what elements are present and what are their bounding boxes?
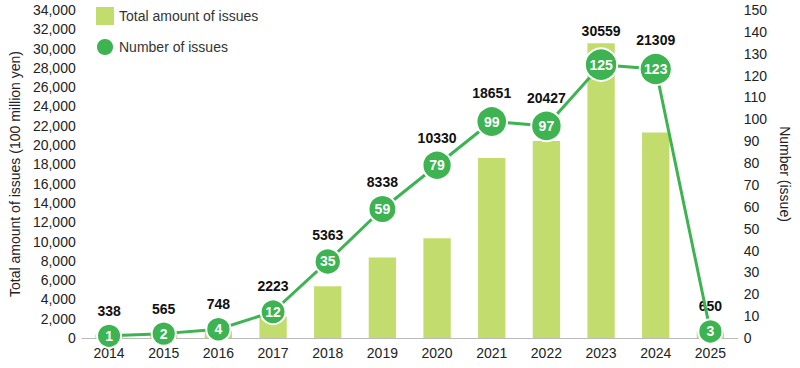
svg-text:2,000: 2,000 xyxy=(41,311,76,327)
svg-text:2017: 2017 xyxy=(257,345,288,361)
svg-text:16,000: 16,000 xyxy=(33,176,76,192)
svg-text:2018: 2018 xyxy=(312,345,343,361)
svg-text:20427: 20427 xyxy=(527,90,566,106)
svg-text:97: 97 xyxy=(539,118,555,134)
svg-text:32,000: 32,000 xyxy=(33,21,76,37)
svg-text:10: 10 xyxy=(744,308,760,324)
svg-text:Number of issues: Number of issues xyxy=(119,39,228,55)
svg-text:79: 79 xyxy=(429,157,445,173)
svg-text:8,000: 8,000 xyxy=(41,253,76,269)
svg-text:10,000: 10,000 xyxy=(33,234,76,250)
svg-text:10330: 10330 xyxy=(418,130,457,146)
svg-text:18,000: 18,000 xyxy=(33,156,76,172)
svg-text:123: 123 xyxy=(644,61,668,77)
svg-text:12,000: 12,000 xyxy=(33,214,76,230)
svg-text:26,000: 26,000 xyxy=(33,79,76,95)
svg-text:2021: 2021 xyxy=(476,345,507,361)
svg-text:125: 125 xyxy=(589,57,613,73)
svg-text:130: 130 xyxy=(744,46,768,62)
svg-text:4,000: 4,000 xyxy=(41,291,76,307)
svg-text:150: 150 xyxy=(744,2,768,18)
svg-text:99: 99 xyxy=(484,114,500,130)
svg-text:40: 40 xyxy=(744,243,760,259)
svg-text:2019: 2019 xyxy=(367,345,398,361)
svg-text:60: 60 xyxy=(744,199,760,215)
svg-text:21309: 21309 xyxy=(636,32,675,48)
svg-text:5363: 5363 xyxy=(312,227,343,243)
svg-text:20,000: 20,000 xyxy=(33,137,76,153)
svg-text:30559: 30559 xyxy=(582,23,621,39)
svg-text:30,000: 30,000 xyxy=(33,41,76,57)
svg-text:140: 140 xyxy=(744,24,768,40)
svg-text:35: 35 xyxy=(320,253,336,269)
svg-text:90: 90 xyxy=(744,133,760,149)
svg-text:2015: 2015 xyxy=(148,345,179,361)
svg-text:Total amount of issues (100 mi: Total amount of issues (100 million yen) xyxy=(7,51,23,297)
svg-text:59: 59 xyxy=(375,201,391,217)
svg-text:1: 1 xyxy=(105,328,113,344)
svg-text:20: 20 xyxy=(744,286,760,302)
svg-text:12: 12 xyxy=(265,304,281,320)
svg-text:748: 748 xyxy=(207,296,231,312)
svg-text:22,000: 22,000 xyxy=(33,118,76,134)
svg-text:Total amount of issues: Total amount of issues xyxy=(119,8,258,24)
svg-text:2016: 2016 xyxy=(203,345,234,361)
svg-text:24,000: 24,000 xyxy=(33,98,76,114)
svg-text:Number (issue): Number (issue) xyxy=(777,126,793,222)
svg-text:650: 650 xyxy=(699,298,723,314)
svg-text:110: 110 xyxy=(744,89,767,105)
svg-text:2025: 2025 xyxy=(695,345,726,361)
svg-text:0: 0 xyxy=(68,330,76,346)
svg-text:2024: 2024 xyxy=(640,345,671,361)
svg-text:80: 80 xyxy=(744,155,760,171)
svg-text:70: 70 xyxy=(744,177,760,193)
svg-text:2020: 2020 xyxy=(421,345,452,361)
svg-text:2: 2 xyxy=(160,326,168,342)
svg-text:120: 120 xyxy=(744,68,768,84)
svg-text:4: 4 xyxy=(214,321,222,337)
svg-text:0: 0 xyxy=(744,330,752,346)
svg-text:565: 565 xyxy=(152,301,176,317)
svg-text:14,000: 14,000 xyxy=(33,195,76,211)
svg-text:34,000: 34,000 xyxy=(33,2,76,18)
svg-text:338: 338 xyxy=(97,303,121,319)
svg-text:28,000: 28,000 xyxy=(33,60,76,76)
svg-text:2023: 2023 xyxy=(585,345,616,361)
svg-text:50: 50 xyxy=(744,221,760,237)
svg-text:18651: 18651 xyxy=(472,85,511,101)
svg-text:100: 100 xyxy=(744,111,768,127)
svg-text:30: 30 xyxy=(744,264,760,280)
svg-text:8338: 8338 xyxy=(367,174,398,190)
svg-text:3: 3 xyxy=(707,323,715,339)
svg-text:2223: 2223 xyxy=(257,278,288,294)
svg-text:2014: 2014 xyxy=(93,345,125,361)
svg-text:6,000: 6,000 xyxy=(41,272,76,288)
svg-text:2022: 2022 xyxy=(531,345,562,361)
